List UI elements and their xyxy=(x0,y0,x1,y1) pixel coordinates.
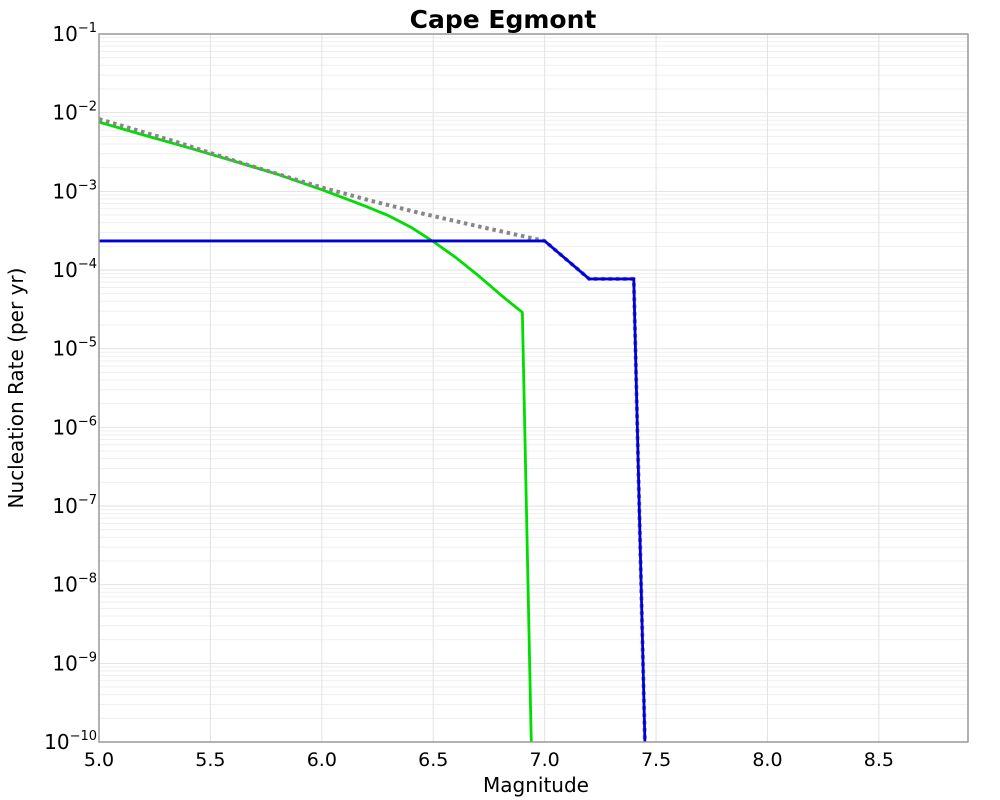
x-tick-label: 8.0 xyxy=(752,749,782,771)
x-tick-label: 5.0 xyxy=(84,749,114,771)
y-tick-label: 10−6 xyxy=(52,414,97,439)
y-tick-label: 10−3 xyxy=(52,178,97,203)
chart-title: Cape Egmont xyxy=(409,5,597,34)
x-tick-label: 5.5 xyxy=(195,749,225,771)
y-tick-label: 10−1 xyxy=(52,21,97,46)
y-tick-label: 10−2 xyxy=(52,100,97,125)
y-tick-label: 10−7 xyxy=(52,493,97,518)
x-tick-label: 8.5 xyxy=(864,749,894,771)
x-tick-label: 7.5 xyxy=(641,749,671,771)
y-tick-label: 10−4 xyxy=(52,257,97,282)
x-tick-label: 6.5 xyxy=(418,749,448,771)
x-tick-label: 6.0 xyxy=(307,749,337,771)
y-tick-label: 10−8 xyxy=(52,572,97,597)
series-line-blue-solid-curve xyxy=(99,239,647,742)
y-tick-label: 10−5 xyxy=(52,336,97,361)
plot-border xyxy=(98,33,969,743)
y-tick-label: 10−9 xyxy=(52,650,97,675)
x-axis-label: Magnitude xyxy=(483,773,589,797)
x-tick-label: 7.0 xyxy=(530,749,560,771)
